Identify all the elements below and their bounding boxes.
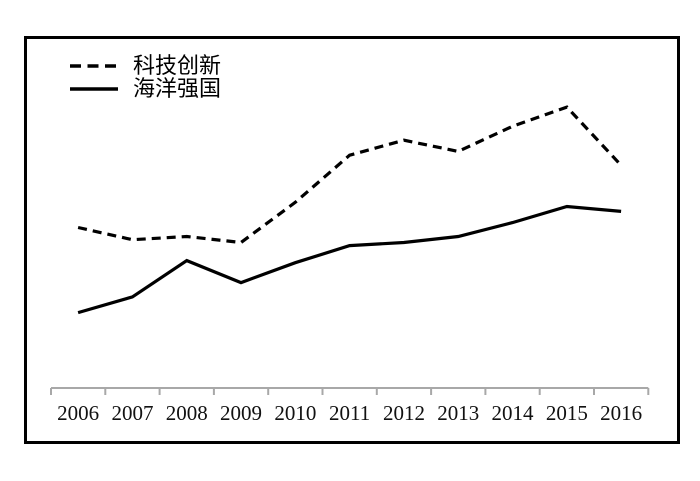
- legend: 科技创新 海洋强国: [70, 54, 221, 100]
- legend-item-tech-innovation: 科技创新: [70, 54, 221, 77]
- legend-label-tech-innovation: 科技创新: [133, 53, 222, 78]
- solid-line-swatch-icon: [70, 86, 118, 91]
- x-axis-label: 2012: [383, 401, 425, 425]
- dashed-line-swatch-icon: [70, 63, 118, 68]
- x-axis-label: 2009: [220, 401, 262, 425]
- plot-area: 2006 2007 2008 2009 2010 2011 2012 2013 2014 2015…: [50, 105, 650, 425]
- series-line-solid: [77, 204, 622, 315]
- x-axis-label: 2011: [329, 401, 370, 425]
- x-axis-label: 2015: [546, 401, 588, 425]
- legend-label-maritime-power: 海洋强国: [133, 76, 222, 101]
- x-axis-label: 2014: [492, 401, 535, 425]
- chart-frame: 2006 2007 2008 2009 2010 2011 2012 2013 2014 2015…: [24, 36, 680, 444]
- x-axis-label: 2008: [166, 401, 208, 425]
- legend-item-maritime-power: 海洋强国: [70, 77, 221, 100]
- x-axis-label: 2007: [111, 401, 153, 425]
- x-axis-label: 2016: [600, 401, 642, 425]
- x-axis-label: 2006: [57, 401, 99, 425]
- x-axis-label: 2010: [274, 401, 316, 425]
- series-line-dashed: [77, 105, 623, 245]
- x-axis-label: 2013: [437, 401, 479, 425]
